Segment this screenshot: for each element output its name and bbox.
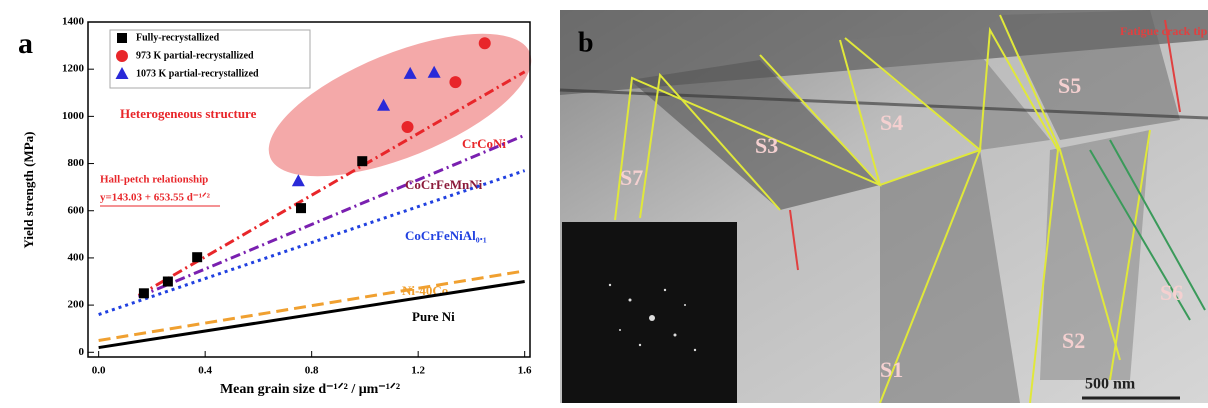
fit-line bbox=[137, 70, 526, 297]
segment-label: S5 bbox=[1058, 73, 1081, 98]
line-label: Pure Ni bbox=[412, 309, 455, 324]
annotation: Hall-petch relationship bbox=[100, 174, 208, 186]
y-tick-label: 1200 bbox=[62, 63, 85, 75]
crack-label: Fatigue crack tip bbox=[1120, 24, 1208, 38]
marker bbox=[449, 76, 462, 89]
line-label: CoCrFeMnNi bbox=[405, 177, 483, 192]
line-label: CrCoNi bbox=[462, 136, 506, 151]
segment-label: S1 bbox=[880, 357, 903, 382]
panel-label: b bbox=[578, 27, 594, 58]
segment-label: S2 bbox=[1062, 328, 1085, 353]
line-label: CoCrFeNiAl₀.₁ bbox=[405, 228, 487, 243]
scale-bar-label: 500 nm bbox=[1085, 376, 1136, 393]
micrograph bbox=[559, 10, 1208, 404]
x-axis-label: Mean grain size d⁻¹ᐟ² / μm⁻¹ᐟ² bbox=[220, 382, 400, 397]
legend-box bbox=[109, 29, 311, 89]
heterogeneous-region bbox=[268, 33, 532, 177]
legend-marker bbox=[116, 50, 128, 62]
marker bbox=[403, 66, 417, 79]
legend-label: Fully-recrystallized bbox=[136, 32, 220, 43]
y-tick-label: 200 bbox=[68, 299, 85, 311]
annotation: Heterogeneous structure bbox=[120, 106, 257, 121]
x-tick-label: 0.4 bbox=[198, 365, 212, 377]
marker bbox=[291, 174, 305, 187]
legend-label: 973 K partial-recrystallized bbox=[136, 50, 254, 61]
fit-line bbox=[98, 169, 526, 316]
annotation: y=143.03 + 653.55 d⁻¹ᐟ² bbox=[100, 192, 211, 204]
y-tick-label: 1000 bbox=[62, 110, 85, 122]
y-tick-label: 400 bbox=[68, 251, 85, 263]
marker bbox=[478, 37, 491, 50]
segment-label: S4 bbox=[880, 110, 903, 135]
segment-label: S7 bbox=[620, 165, 643, 190]
segment-label: S6 bbox=[1160, 280, 1183, 305]
marker bbox=[192, 252, 203, 263]
panel-label: a bbox=[18, 27, 33, 60]
legend-label: 1073 K partial-recrystallized bbox=[136, 68, 259, 79]
marker bbox=[427, 65, 441, 78]
x-tick-label: 0.8 bbox=[305, 365, 319, 377]
x-tick-label: 1.6 bbox=[518, 365, 532, 377]
marker bbox=[296, 203, 307, 214]
x-tick-label: 0.0 bbox=[92, 365, 106, 377]
y-axis-label: Yield strength (MPa) bbox=[21, 132, 36, 249]
y-tick-label: 0 bbox=[79, 346, 85, 358]
legend-marker bbox=[115, 67, 129, 79]
y-tick-label: 800 bbox=[68, 157, 85, 169]
legend-marker bbox=[117, 33, 127, 43]
marker bbox=[162, 276, 173, 287]
marker bbox=[138, 288, 149, 299]
fit-line bbox=[138, 133, 526, 299]
marker bbox=[357, 156, 368, 167]
y-tick-label: 1400 bbox=[62, 16, 85, 28]
marker bbox=[401, 120, 414, 133]
marker bbox=[377, 98, 391, 111]
x-tick-label: 1.2 bbox=[411, 365, 425, 377]
segment-label: S3 bbox=[755, 133, 778, 158]
plot-frame bbox=[87, 21, 531, 358]
y-tick-label: 600 bbox=[68, 204, 85, 216]
fit-line bbox=[98, 280, 525, 350]
